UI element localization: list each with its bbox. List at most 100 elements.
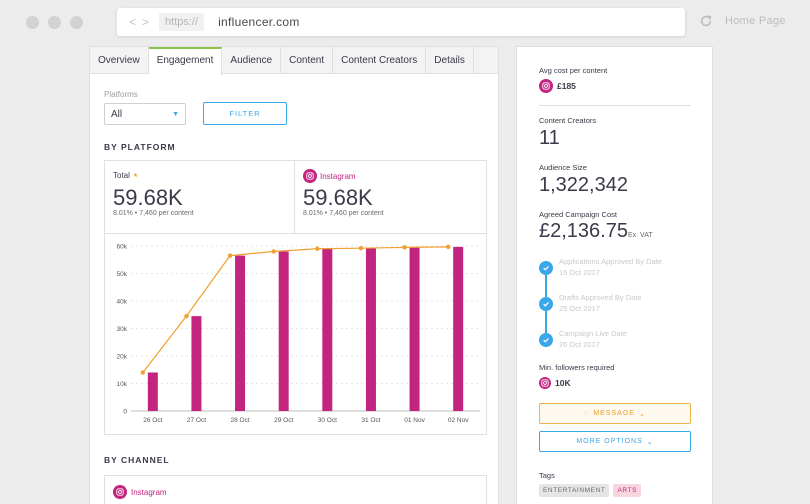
by-platform-heading: BY PLATFORM: [104, 142, 176, 152]
y-tick-label: 40k: [117, 299, 128, 306]
bar: [365, 248, 376, 411]
address-bar[interactable]: < > https:// influencer.com: [117, 8, 685, 36]
tab-content[interactable]: Content: [281, 47, 334, 73]
tab-audience[interactable]: Audience: [222, 47, 282, 73]
avg-cost-value: £185: [557, 81, 576, 91]
x-tick-label: 02 Nov: [448, 417, 469, 424]
bar: [409, 247, 420, 411]
line-point: [271, 249, 276, 254]
platform-select[interactable]: All ▼: [104, 103, 186, 125]
line-point: [184, 313, 189, 319]
line-point: [140, 370, 146, 375]
min-followers-row: 10K: [539, 377, 571, 389]
message-button-label: MESSAGE: [593, 410, 635, 417]
chevron-down-icon: ⌄: [638, 410, 646, 418]
tab-overview[interactable]: Overview: [90, 47, 149, 73]
avg-cost-label: Avg cost per content: [539, 66, 608, 75]
creators-value: 11: [539, 127, 560, 149]
window-maximize-dot[interactable]: [70, 16, 83, 29]
forward-arrow-icon[interactable]: >: [142, 15, 150, 29]
bar: [235, 255, 246, 411]
tag-chip[interactable]: ENTERTAINMENT: [539, 484, 610, 497]
instagram-value: 59.68K: [303, 185, 373, 210]
instagram-icon: [303, 169, 317, 183]
total-stat: Total ★ 59.68K 8.01% • 7,460 per content: [105, 161, 295, 234]
y-tick-label: 20k: [117, 354, 128, 361]
total-subtext: 8.01% • 7,460 per content: [113, 210, 194, 217]
tab-details[interactable]: Details: [426, 47, 474, 73]
check-icon: [539, 261, 553, 275]
min-followers-label: Min. followers required: [539, 363, 615, 372]
total-label: Total: [113, 171, 130, 180]
engagement-panel: Overview Engagement Audience Content Con…: [89, 46, 499, 504]
audience-size-value: 1,322,342: [539, 174, 628, 196]
instagram-stat: Instagram 59.68K 8.01% • 7,460 per conte…: [295, 161, 487, 234]
instagram-icon: [539, 79, 553, 93]
instagram-label: Instagram: [320, 171, 356, 181]
channel-instagram-label: Instagram: [131, 487, 167, 497]
x-tick-label: 26 Oct: [143, 417, 162, 424]
window-controls: [26, 16, 83, 29]
x-tick-label: 27 Oct: [187, 417, 206, 424]
chat-icon: ◌: [584, 410, 590, 417]
y-tick-label: 50k: [117, 271, 128, 278]
timeline-step: Drafts Approved By Date 25 Oct 2017: [539, 293, 699, 323]
nav-arrows: < >: [129, 15, 149, 29]
platforms-label: Platforms: [104, 90, 138, 99]
ex-vat-label: Ex. VAT: [627, 232, 653, 239]
url-domain: influencer.com: [218, 15, 300, 29]
more-options-button[interactable]: MORE OPTIONS ⌄: [539, 431, 691, 452]
bar: [453, 246, 464, 411]
x-tick-label: 29 Oct: [274, 417, 293, 424]
line-point: [358, 246, 364, 251]
x-tick-label: 01 Nov: [404, 417, 425, 424]
timeline-step-title: Drafts Approved By Date: [559, 293, 642, 302]
check-icon: [539, 333, 553, 347]
back-arrow-icon[interactable]: <: [129, 15, 137, 29]
timeline-step-date: 25 Oct 2017: [559, 304, 600, 313]
total-stat-header: Total ★: [113, 171, 138, 180]
tab-engagement[interactable]: Engagement: [148, 47, 223, 75]
creators-label: Content Creators: [539, 116, 597, 125]
chevron-down-icon: ▼: [172, 110, 179, 118]
channel-box: Instagram: [104, 475, 487, 504]
tab-content-creators[interactable]: Content Creators: [333, 47, 427, 73]
x-tick-label: 30 Oct: [318, 417, 337, 424]
window-minimize-dot[interactable]: [48, 16, 61, 29]
reload-icon[interactable]: [699, 14, 713, 28]
instagram-stat-header: Instagram: [303, 169, 356, 183]
bar: [147, 372, 158, 411]
y-tick-label: 30k: [117, 326, 128, 333]
tag-chip[interactable]: ARTS: [613, 484, 642, 497]
chevron-down-icon: ⌄: [646, 438, 654, 446]
timeline-step-title: Campaign Live Date: [559, 329, 627, 338]
timeline-step-date: 16 Oct 2017: [559, 268, 600, 277]
channel-instagram-header: Instagram: [113, 485, 167, 499]
line-point: [402, 245, 407, 250]
message-button[interactable]: ◌ MESSAGE ⌄: [539, 403, 691, 424]
x-tick-label: 31 Oct: [361, 417, 380, 424]
instagram-icon: [539, 377, 551, 389]
avg-cost-row: £185: [539, 79, 576, 93]
y-tick-label: 0: [123, 409, 127, 416]
line-point: [445, 244, 451, 250]
bar: [278, 251, 289, 411]
url-protocol: https://: [159, 13, 205, 31]
engagement-chart: 0 10k 20k 30k 40k 50k 60k 26 Oct 27 Oct 28 Oct 29 …: [117, 244, 480, 424]
home-page-link[interactable]: Home Page: [725, 15, 786, 27]
bar: [191, 316, 202, 411]
y-tick-label: 60k: [117, 244, 128, 251]
tab-bar: Overview Engagement Audience Content Con…: [90, 47, 498, 75]
more-options-label: MORE OPTIONS: [576, 438, 643, 445]
campaign-sidebar: Avg cost per content £185 Content Creato…: [516, 46, 713, 504]
star-icon: ★: [132, 173, 139, 179]
min-followers-value: 10K: [555, 378, 571, 388]
instagram-icon: [113, 485, 127, 499]
window-close-dot[interactable]: [26, 16, 39, 29]
filter-button[interactable]: FILTER: [203, 102, 287, 125]
tag-list: ENTERTAINMENT ARTS: [539, 484, 642, 497]
series-line: [142, 246, 449, 373]
campaign-timeline: Applications Approved By Date 16 Oct 201…: [539, 257, 699, 349]
campaign-cost-value: £2,136.75: [539, 220, 628, 242]
platform-select-value: All: [111, 108, 123, 120]
